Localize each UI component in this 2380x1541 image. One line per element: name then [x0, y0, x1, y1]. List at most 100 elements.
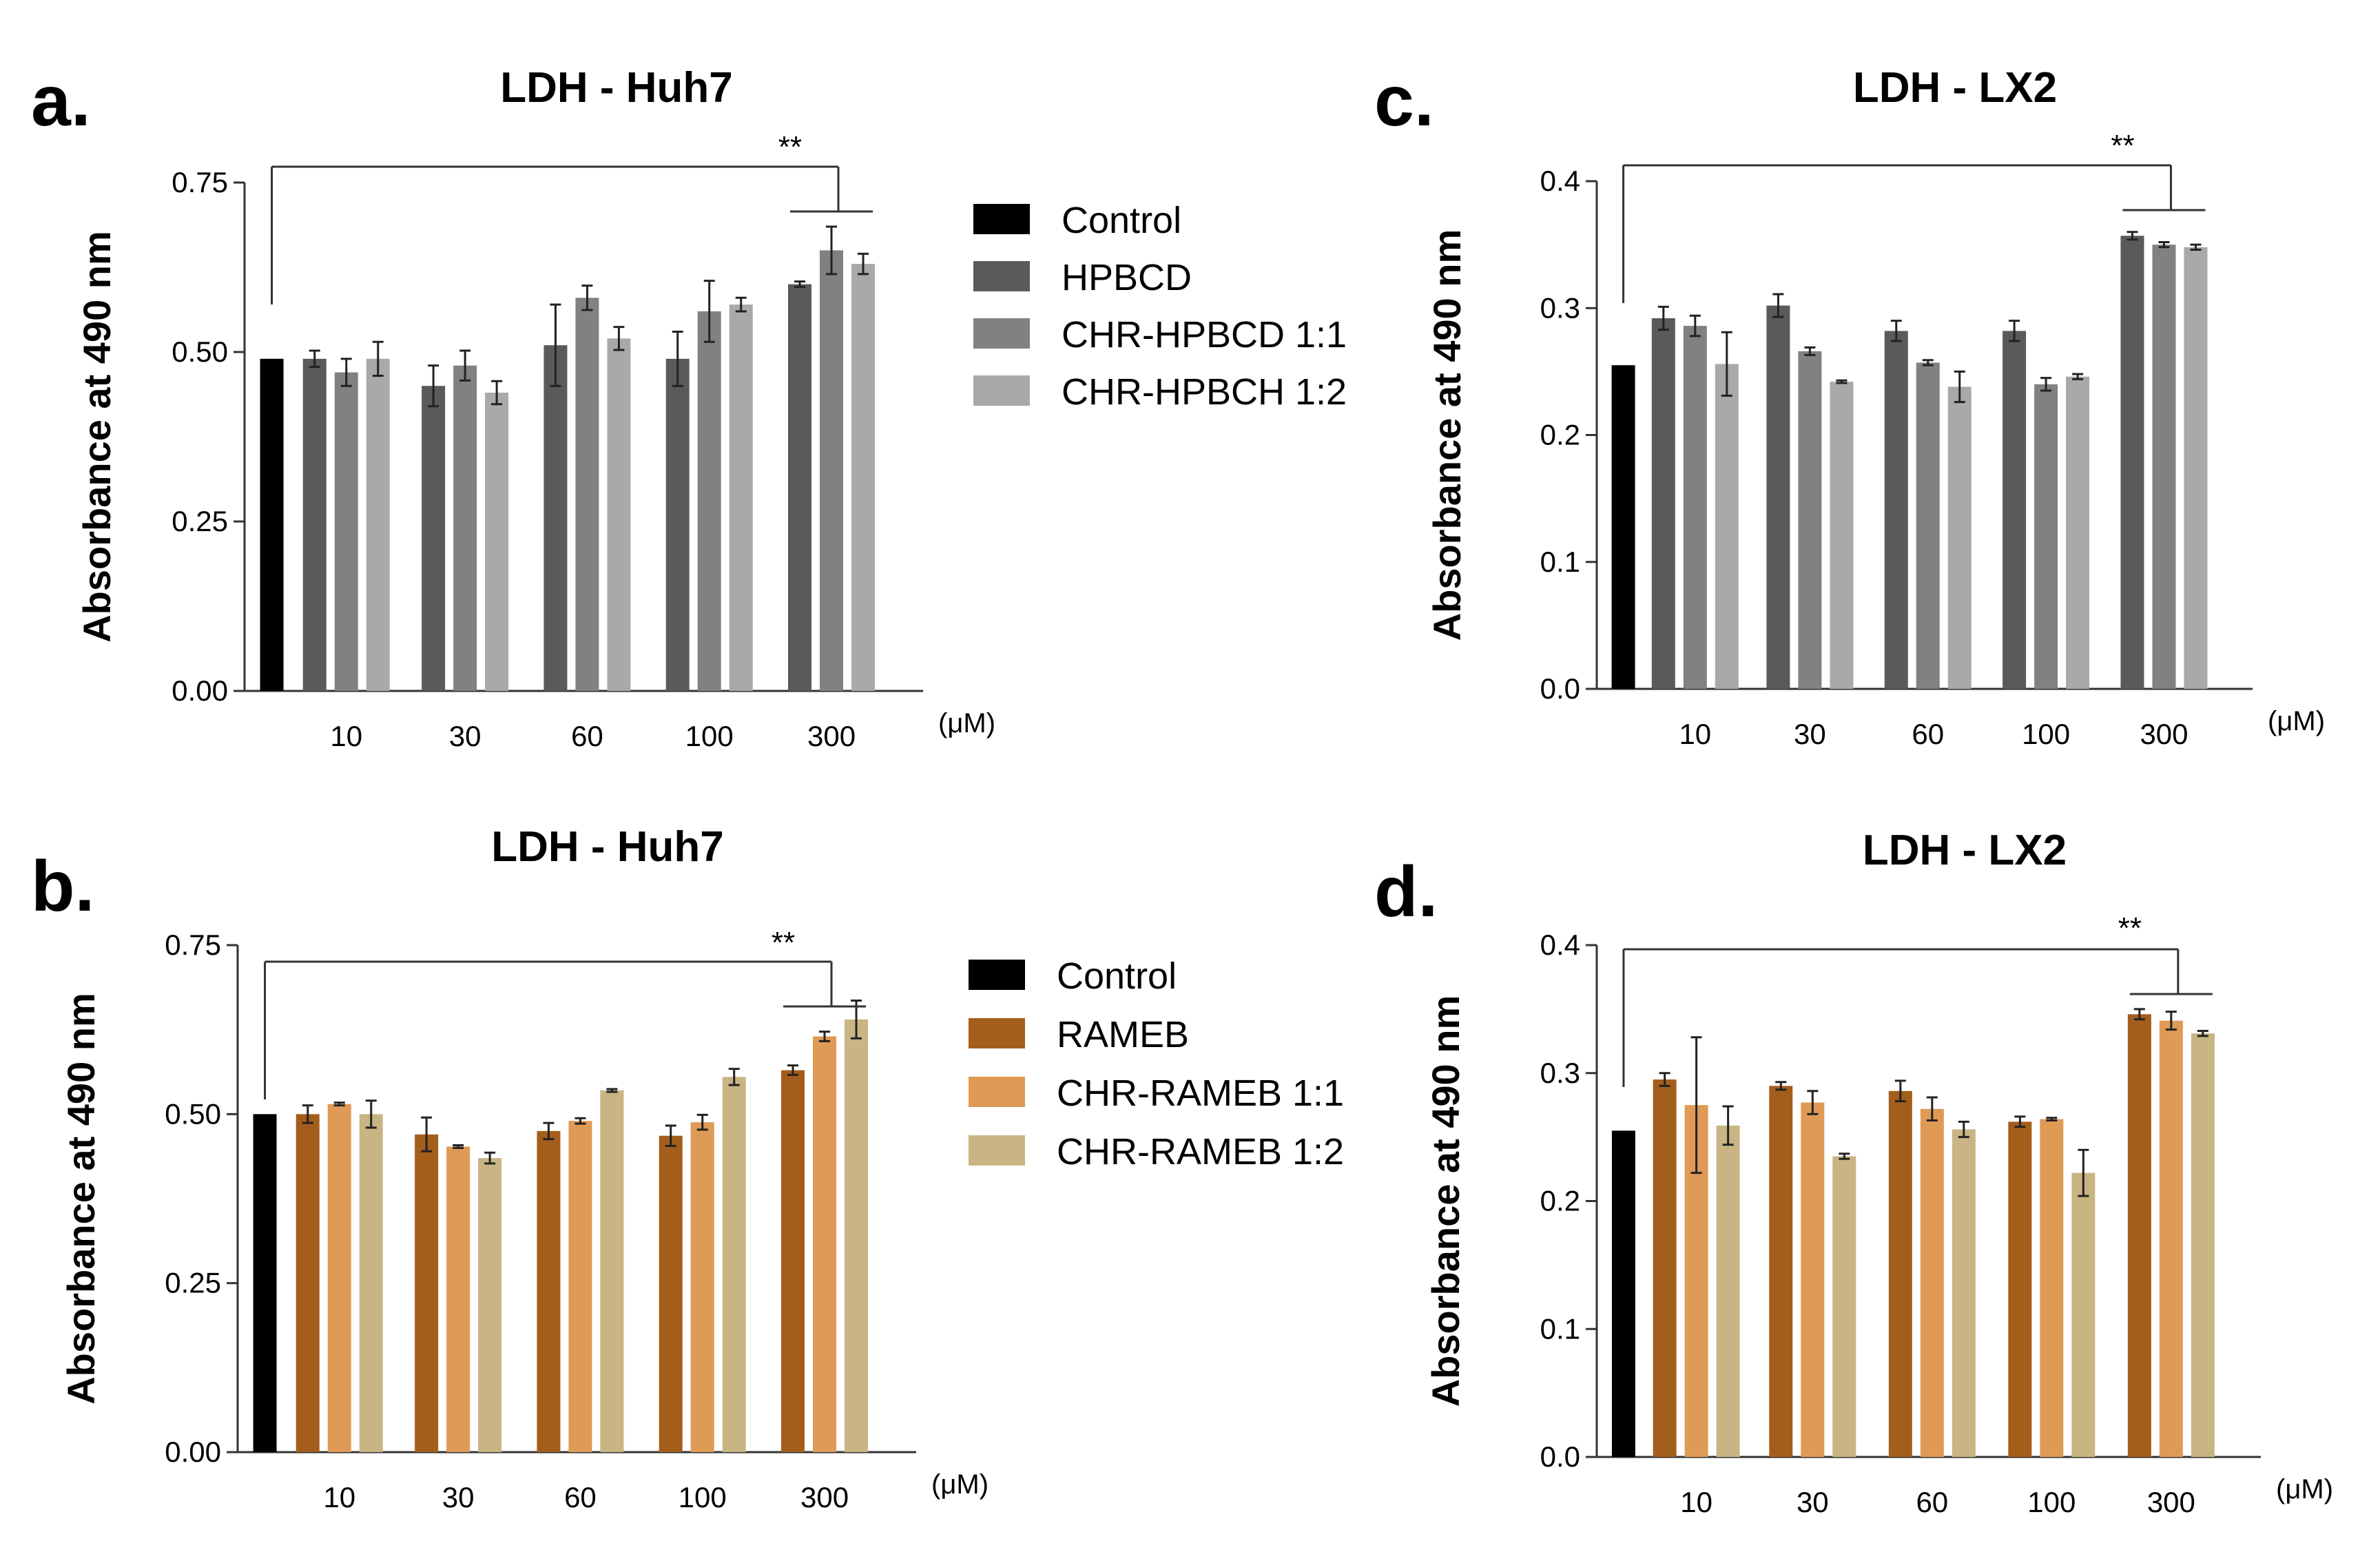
bar-hpbcd	[1766, 305, 1790, 689]
bar-chr-rameb-1-2	[1716, 1125, 1740, 1457]
y-tick-label: 0.50	[172, 335, 228, 368]
bar-chr-hpbch-1-2	[851, 264, 876, 692]
bar-chr-rameb-1-1	[1920, 1108, 1944, 1457]
y-tick-label: 0.1	[1540, 1312, 1580, 1345]
y-tick-label: 0.50	[165, 1097, 221, 1130]
bar-chr-rameb-1-2	[600, 1090, 624, 1452]
x-tick-label: 60	[1916, 1486, 1948, 1518]
chart-title: LDH - Huh7	[491, 823, 724, 871]
bar-chr-rameb-1-2	[2071, 1172, 2096, 1457]
x-tick-label: 100	[679, 1481, 727, 1513]
legend-swatch	[973, 261, 1030, 291]
x-tick-label: 30	[449, 720, 482, 752]
y-tick-label: 0.3	[1540, 291, 1580, 324]
legend-label: Control	[1062, 200, 1181, 241]
y-tick-label: 0.1	[1540, 546, 1580, 578]
x-tick-label: 100	[2022, 718, 2070, 750]
bar-hpbcd	[302, 358, 327, 691]
panel-letter: c.	[1374, 61, 1434, 141]
bar-chr-hpbcd-1-1	[1683, 326, 1707, 689]
legend-hpbcd: Control HPBCD CHR-HPBCD 1:1 CHR-HPBCH 1:2	[973, 200, 1347, 413]
y-tick-label: 0.4	[1540, 165, 1580, 197]
bar-rameb	[415, 1134, 439, 1452]
chart-panel-d: d. LDH - LX2 Absorbance at 490 nm 0.0 0.1 0.2…	[1374, 827, 2333, 1518]
significance-label: **	[2118, 911, 2142, 945]
bar-control	[253, 1114, 277, 1452]
bar-rameb	[537, 1130, 561, 1452]
y-tick-label: 0.4	[1540, 929, 1580, 961]
panel-letter: a.	[31, 61, 91, 141]
y-tick-label: 0.00	[165, 1436, 221, 1468]
x-unit-label: (μM)	[2268, 706, 2325, 736]
bar-chr-rameb-1-2	[722, 1077, 746, 1452]
y-axis-label: Absorbance at 490 nm	[75, 231, 118, 643]
bar-chr-rameb-1-1	[2040, 1119, 2064, 1457]
x-tick-label: 300	[2147, 1486, 2195, 1518]
x-tick-label: 30	[1794, 718, 1826, 750]
bar-chr-hpbcd-1-1	[575, 298, 599, 691]
chart-title: LDH - Huh7	[500, 64, 733, 112]
bar-rameb	[2127, 1014, 2151, 1457]
bar-chr-hpbcd-1-1	[2034, 384, 2058, 689]
bar-chr-rameb-1-1	[813, 1036, 837, 1452]
bar-chr-rameb-1-1	[327, 1104, 351, 1452]
x-tick-label: 10	[1679, 718, 1711, 750]
bar-chr-hpbch-1-2	[607, 338, 631, 691]
x-tick-label: 300	[2140, 718, 2188, 750]
bar-chr-hpbch-1-2	[1715, 364, 1739, 689]
bar-chr-rameb-1-1	[446, 1146, 470, 1452]
bar-chr-rameb-1-1	[1801, 1102, 1825, 1457]
y-tick-label: 0.2	[1540, 419, 1580, 451]
x-unit-label: (μM)	[931, 1469, 989, 1500]
bar-chr-hpbch-1-2	[366, 358, 390, 691]
bar-chr-rameb-1-2	[478, 1158, 502, 1452]
legend-label: CHR-RAMEB 1:2	[1057, 1131, 1344, 1172]
x-tick-label: 100	[2027, 1486, 2076, 1518]
legend-swatch	[973, 375, 1030, 406]
bar-chr-hpbch-1-2	[485, 393, 509, 691]
x-tick-label: 30	[1797, 1486, 1829, 1518]
x-tick-label: 30	[442, 1481, 475, 1513]
bar-chr-rameb-1-1	[568, 1121, 592, 1452]
x-tick-label: 10	[1680, 1486, 1712, 1518]
bar-chr-rameb-1-2	[2191, 1033, 2215, 1457]
x-tick-label: 10	[323, 1481, 355, 1513]
bar-hpbcd	[1651, 318, 1675, 689]
y-tick-label: 0.00	[172, 674, 228, 707]
legend-label: Control	[1057, 955, 1177, 997]
bar-rameb	[2008, 1121, 2032, 1457]
legend-label: RAMEB	[1057, 1014, 1189, 1055]
y-tick-label: 0.75	[172, 166, 228, 198]
y-tick-label: 0.25	[165, 1267, 221, 1299]
bar-chr-hpbcd-1-1	[1798, 351, 1822, 689]
bar-chr-rameb-1-2	[1832, 1156, 1856, 1457]
legend-swatch	[969, 1135, 1025, 1166]
x-unit-label: (μM)	[2276, 1474, 2333, 1504]
legend-swatch	[973, 318, 1030, 349]
x-tick-label: 100	[685, 720, 734, 752]
bar-rameb	[1653, 1079, 1677, 1457]
chart-panel-b: b. LDH - Huh7 Absorbance at 490 nm 0.00 0.25…	[31, 823, 989, 1513]
significance-label: **	[772, 926, 795, 960]
bar-chr-hpbch-1-2	[1947, 386, 1972, 689]
bar-chr-hpbch-1-2	[729, 304, 753, 691]
y-tick-label: 0.25	[172, 505, 228, 537]
bar-chr-hpbcd-1-1	[453, 365, 477, 691]
bar-chr-hpbch-1-2	[1830, 382, 1854, 689]
chart-title: LDH - LX2	[1863, 827, 2067, 874]
x-tick-label: 60	[564, 1481, 597, 1513]
bar-hpbcd	[544, 345, 568, 691]
legend-swatch	[969, 1077, 1025, 1107]
bar-rameb	[781, 1070, 805, 1452]
y-tick-label: 0.0	[1540, 672, 1580, 705]
y-tick-label: 0.0	[1540, 1440, 1580, 1473]
y-tick-label: 0.2	[1540, 1185, 1580, 1217]
panel-letter: b.	[31, 847, 94, 927]
bar-chr-hpbcd-1-1	[1916, 362, 1940, 689]
x-tick-label: 10	[330, 720, 362, 752]
bar-chr-hpbcd-1-1	[2152, 245, 2176, 689]
x-tick-label: 300	[807, 720, 856, 752]
y-tick-label: 0.75	[165, 929, 221, 961]
legend-swatch	[969, 1018, 1025, 1048]
